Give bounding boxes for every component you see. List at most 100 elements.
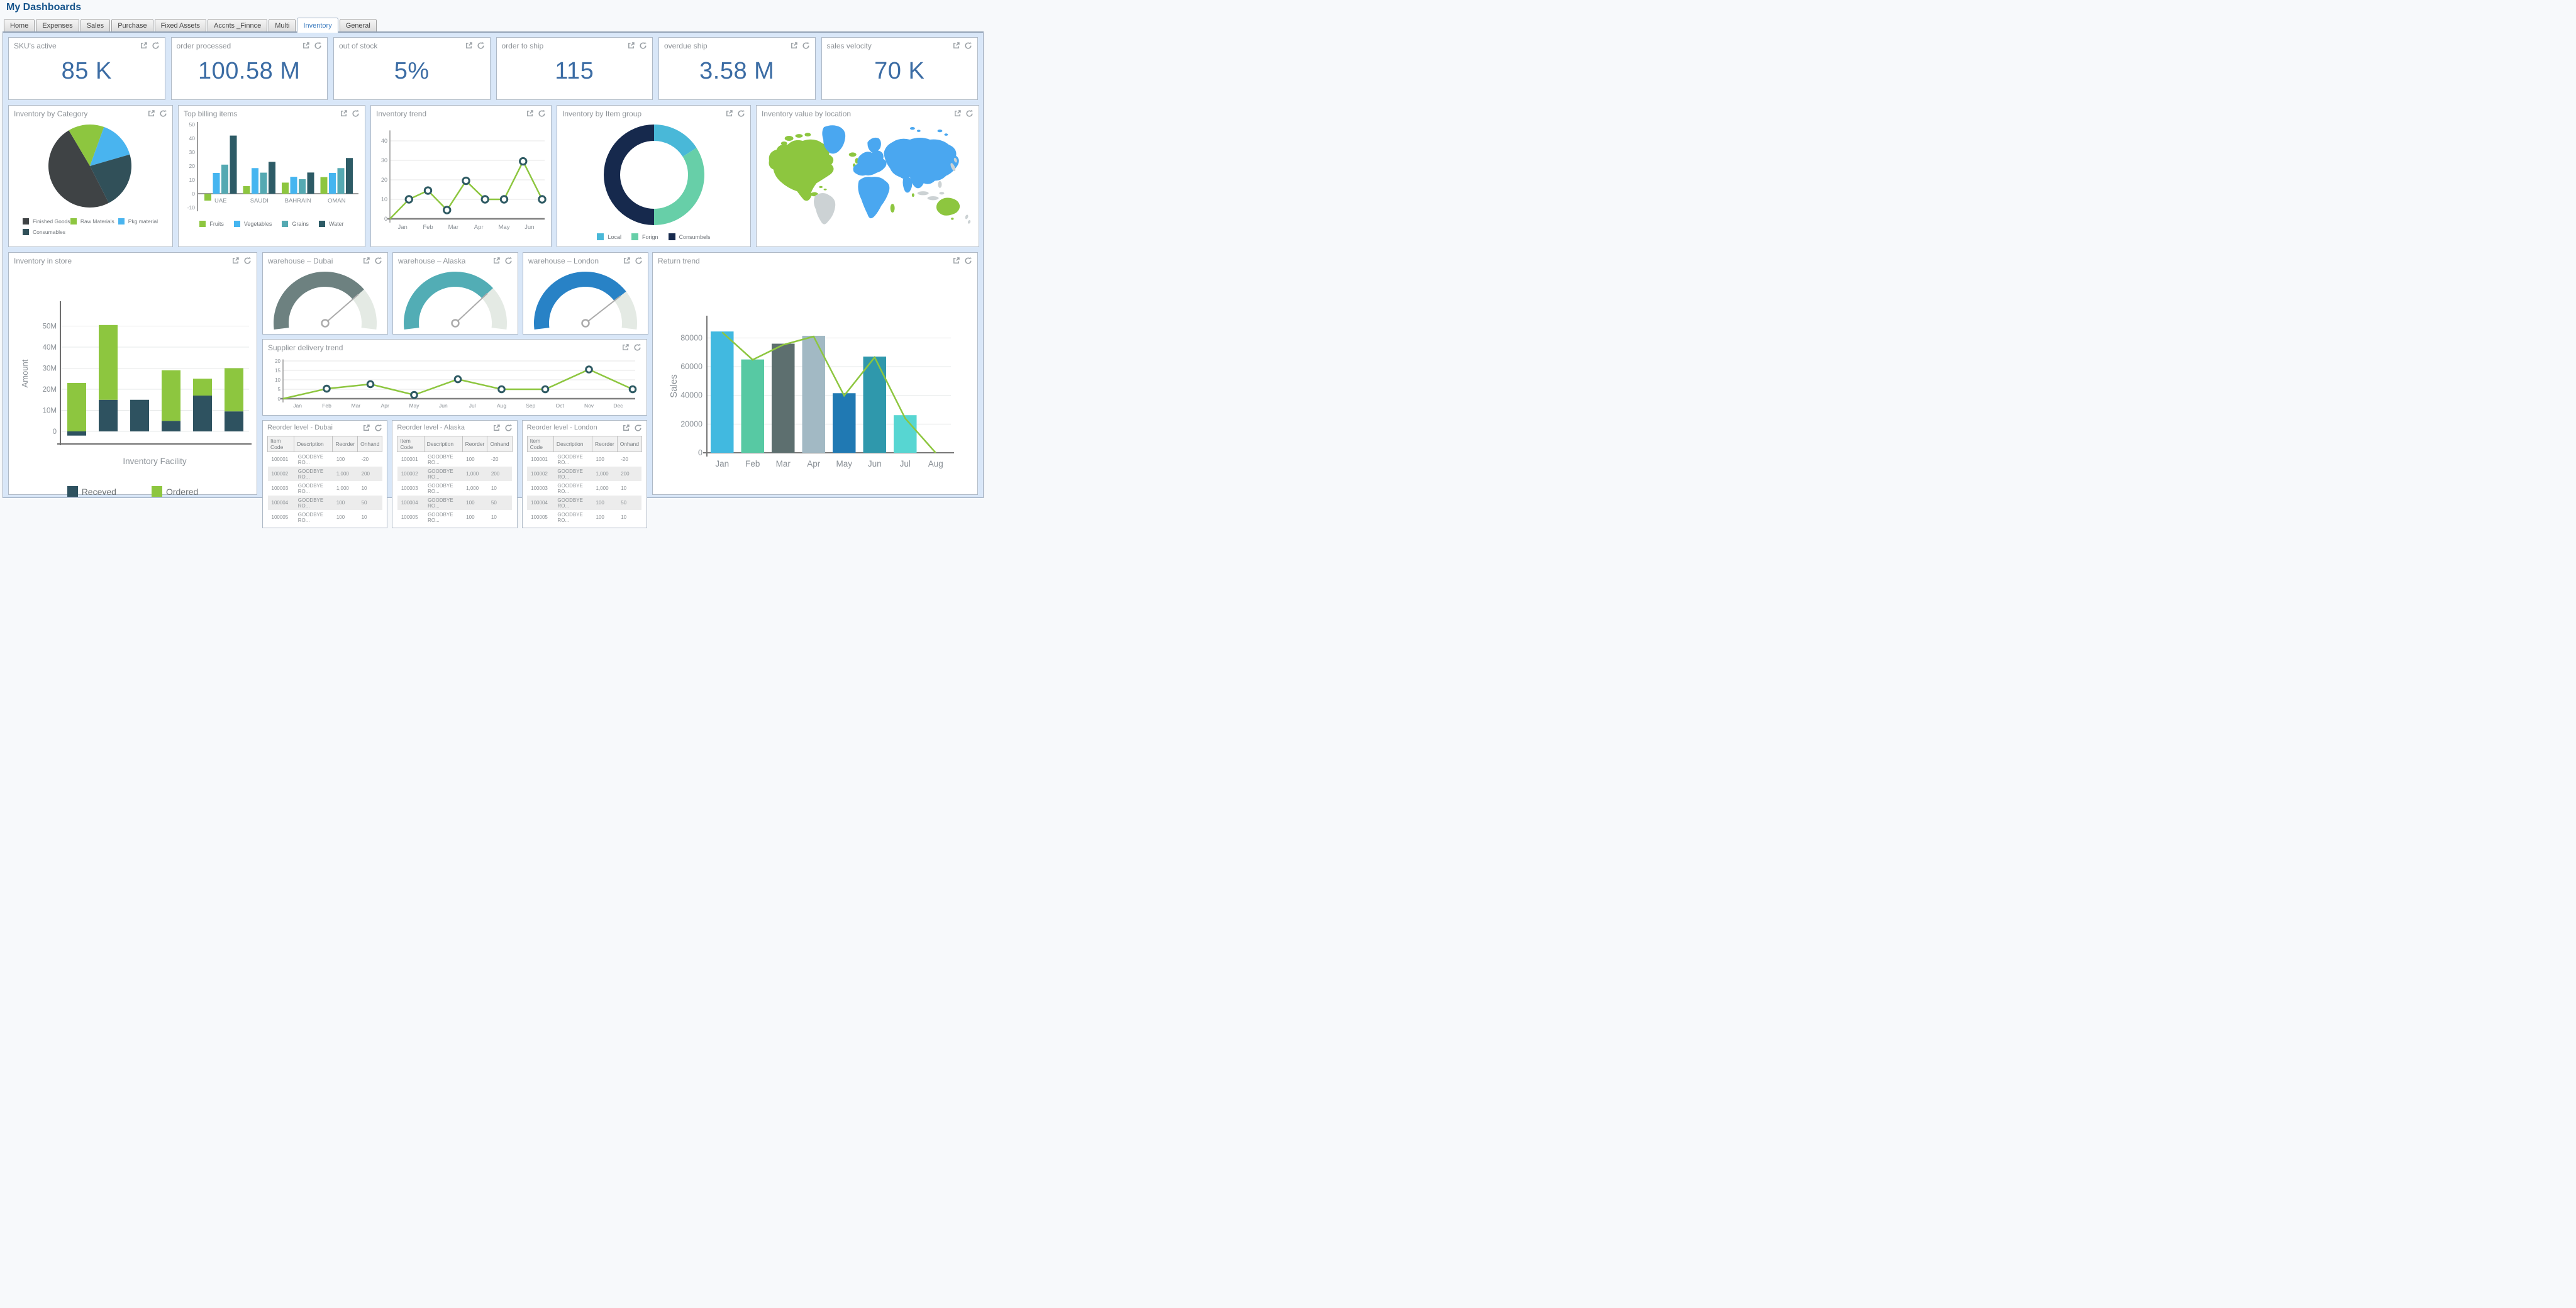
- legend-item-pkg-material[interactable]: Pkg material: [118, 218, 166, 224]
- bar-received[interactable]: [130, 399, 149, 431]
- donut-slice-local[interactable]: [654, 125, 697, 157]
- map-region-africa[interactable]: [858, 177, 890, 219]
- external-link-icon[interactable]: [622, 424, 630, 432]
- refresh-icon[interactable]: [538, 109, 546, 118]
- map-region-new-zealand[interactable]: [965, 214, 969, 219]
- bar-may[interactable]: [833, 393, 856, 453]
- legend-item-fruits[interactable]: Fruits: [199, 221, 224, 227]
- refresh-icon[interactable]: [634, 424, 642, 432]
- refresh-icon[interactable]: [477, 42, 485, 50]
- bar-ordered[interactable]: [193, 379, 212, 396]
- map-region-north-america[interactable]: [804, 133, 811, 137]
- bar-apr[interactable]: [802, 335, 826, 453]
- legend-item-water[interactable]: Water: [318, 221, 344, 227]
- refresh-icon[interactable]: [314, 42, 322, 50]
- bar-saudi-fruits[interactable]: [243, 186, 250, 194]
- map-region-southeast-asia[interactable]: [927, 196, 939, 201]
- data-point[interactable]: [462, 176, 470, 186]
- refresh-icon[interactable]: [352, 109, 360, 118]
- bar-uae-vegetables[interactable]: [213, 173, 220, 194]
- column-header[interactable]: Item Code: [267, 436, 295, 452]
- bar-oman-vegetables[interactable]: [329, 173, 336, 194]
- data-point[interactable]: [497, 385, 506, 394]
- legend-item-ordered[interactable]: Ordered: [151, 486, 198, 497]
- data-point[interactable]: [541, 385, 550, 394]
- external-link-icon[interactable]: [627, 42, 635, 50]
- data-point[interactable]: [519, 157, 528, 166]
- pie-slice-pkg-material[interactable]: [90, 126, 130, 166]
- legend-item-raw-materials[interactable]: Raw Materials: [70, 218, 118, 224]
- refresh-icon[interactable]: [159, 109, 167, 118]
- tab-inventory[interactable]: Inventory: [297, 18, 338, 33]
- map-region-north-america[interactable]: [792, 140, 798, 144]
- bar-bahrain-vegetables[interactable]: [290, 177, 297, 194]
- data-point[interactable]: [453, 375, 462, 384]
- bar-bahrain-water[interactable]: [307, 172, 314, 194]
- data-point[interactable]: [443, 206, 452, 214]
- column-header[interactable]: Item Code: [526, 436, 554, 452]
- legend-item-grains[interactable]: Grains: [282, 221, 309, 227]
- map-region-southeast-asia[interactable]: [917, 191, 929, 196]
- legend-item-forign[interactable]: Forign: [631, 233, 658, 240]
- tab-accnts-_finnce[interactable]: Accnts _Finnce: [208, 19, 268, 31]
- map-region-sri-lanka[interactable]: [911, 193, 914, 197]
- bar-saudi-water[interactable]: [269, 162, 275, 194]
- map-region-arctic-islands[interactable]: [944, 133, 948, 136]
- map-region-caribbean[interactable]: [823, 188, 827, 191]
- data-point[interactable]: [480, 195, 489, 204]
- map-region-madagascar[interactable]: [890, 204, 895, 213]
- map-region-north-america[interactable]: [795, 134, 803, 138]
- bar-bahrain-grains[interactable]: [299, 179, 306, 194]
- refresh-icon[interactable]: [633, 343, 641, 352]
- legend-item-consumbels[interactable]: Consumbels: [668, 233, 711, 240]
- refresh-icon[interactable]: [635, 257, 643, 265]
- column-header[interactable]: Description: [553, 436, 593, 452]
- refresh-icon[interactable]: [965, 109, 974, 118]
- external-link-icon[interactable]: [952, 257, 960, 265]
- refresh-icon[interactable]: [964, 257, 972, 265]
- bar-bahrain-fruits[interactable]: [282, 182, 289, 194]
- column-header[interactable]: Onhand: [357, 436, 383, 452]
- data-point[interactable]: [628, 385, 637, 394]
- bar-oman-water[interactable]: [346, 158, 353, 194]
- legend-item-receved[interactable]: Receved: [67, 486, 116, 497]
- refresh-icon[interactable]: [243, 257, 252, 265]
- pie-slice-consumables[interactable]: [90, 154, 131, 203]
- donut-slice-consumbels[interactable]: [604, 125, 654, 225]
- bar-received[interactable]: [99, 399, 118, 431]
- map-region-europe[interactable]: [867, 137, 881, 153]
- bar-ordered[interactable]: [99, 324, 118, 400]
- map-region-arctic-islands[interactable]: [937, 129, 943, 133]
- map-region-arctic-islands[interactable]: [916, 130, 921, 132]
- external-link-icon[interactable]: [492, 257, 501, 265]
- data-point[interactable]: [423, 186, 433, 195]
- tab-home[interactable]: Home: [4, 19, 35, 31]
- map-region-north-america[interactable]: [784, 136, 794, 141]
- data-point[interactable]: [404, 195, 413, 204]
- refresh-icon[interactable]: [374, 257, 382, 265]
- external-link-icon[interactable]: [526, 109, 534, 118]
- map-region-australia[interactable]: [936, 197, 960, 216]
- bar-uae-water[interactable]: [230, 135, 237, 194]
- gauge-value-arc[interactable]: [534, 272, 626, 330]
- bar-received[interactable]: [225, 411, 243, 431]
- legend-item-vegetables[interactable]: Vegetables: [233, 221, 272, 227]
- tab-sales[interactable]: Sales: [80, 19, 111, 31]
- bar-jan[interactable]: [711, 331, 734, 453]
- external-link-icon[interactable]: [147, 109, 155, 118]
- pie-slice-raw-materials[interactable]: [69, 125, 104, 166]
- bar-uae-grains[interactable]: [221, 164, 228, 194]
- data-point[interactable]: [410, 391, 418, 399]
- external-link-icon[interactable]: [725, 109, 733, 118]
- external-link-icon[interactable]: [140, 42, 148, 50]
- map-region-europe[interactable]: [853, 150, 887, 176]
- bar-ordered[interactable]: [67, 382, 86, 431]
- map-region-asia[interactable]: [902, 176, 913, 193]
- legend-item-finished-goods[interactable]: Finished Goods: [23, 218, 70, 224]
- column-header[interactable]: Reorder: [462, 436, 488, 452]
- map-region-arctic-islands[interactable]: [909, 126, 915, 130]
- column-header[interactable]: Item Code: [397, 436, 425, 452]
- external-link-icon[interactable]: [302, 42, 310, 50]
- external-link-icon[interactable]: [492, 424, 501, 432]
- map-region-south-america[interactable]: [813, 192, 836, 224]
